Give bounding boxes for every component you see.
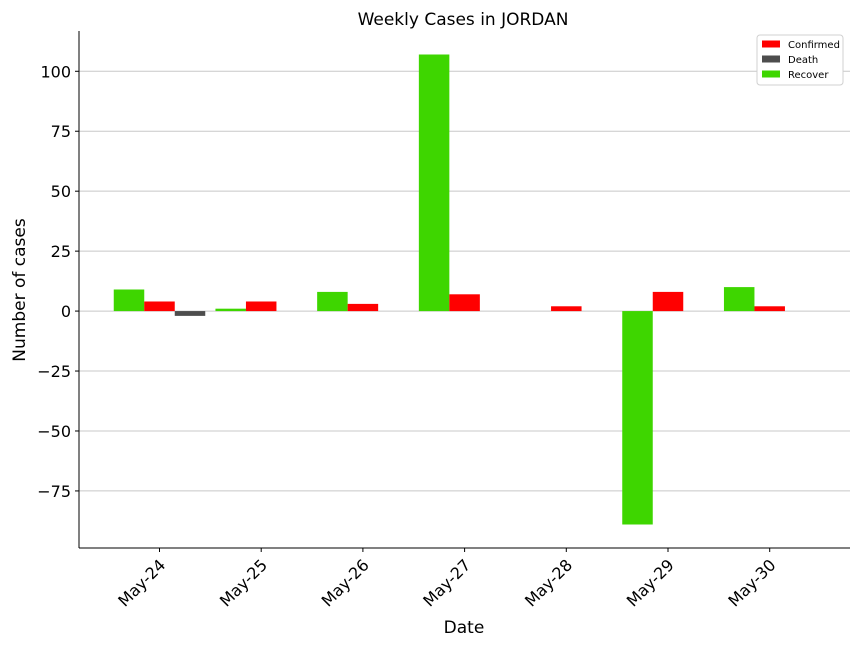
x-tick-label: May-24 bbox=[114, 555, 169, 610]
y-tick-labels: −75 −50 −25 0 25 50 75 100 bbox=[37, 62, 79, 501]
bar-recover bbox=[622, 311, 653, 525]
y-tick-label: 50 bbox=[51, 182, 71, 201]
chart-title: Weekly Cases in JORDAN bbox=[358, 10, 569, 30]
bar-confirmed bbox=[652, 291, 684, 312]
bar-death bbox=[174, 311, 206, 316]
y-tick-label: 0 bbox=[61, 302, 71, 321]
legend-label: Death bbox=[788, 55, 818, 66]
bar-recover bbox=[317, 291, 348, 312]
x-tick-label: May-27 bbox=[419, 555, 474, 610]
legend-label: Confirmed bbox=[788, 40, 840, 51]
bar-recover bbox=[215, 308, 246, 312]
y-axis-title: Number of cases bbox=[10, 218, 30, 362]
x-tick-label: May-25 bbox=[216, 555, 271, 610]
y-tick-label: 75 bbox=[51, 122, 71, 141]
bar-confirmed bbox=[449, 294, 480, 312]
legend-swatch bbox=[762, 55, 780, 63]
x-axis-title: Date bbox=[444, 618, 485, 638]
bars bbox=[113, 54, 785, 525]
x-tick-label: May-26 bbox=[318, 555, 373, 610]
bar-recover bbox=[113, 289, 145, 312]
bar-confirmed bbox=[551, 306, 582, 312]
bar-confirmed bbox=[347, 303, 379, 312]
legend: Confirmed Death Recover bbox=[756, 34, 844, 86]
x-tick-labels: May-24 May-25 May-26 May-27 May-28 May-29 May-… bbox=[114, 548, 780, 611]
bar-confirmed bbox=[245, 301, 277, 312]
y-tick-label: −25 bbox=[37, 362, 71, 381]
legend-swatch bbox=[762, 70, 780, 78]
x-tick-label: May-30 bbox=[724, 555, 779, 610]
bar-recover bbox=[418, 54, 450, 312]
x-tick-label: May-28 bbox=[521, 555, 576, 610]
bar-recover bbox=[723, 287, 755, 312]
y-tick-label: −50 bbox=[37, 422, 71, 441]
bar-confirmed bbox=[144, 301, 175, 312]
legend-swatch bbox=[762, 40, 780, 48]
gridlines bbox=[79, 70, 850, 492]
y-tick-label: 25 bbox=[51, 242, 71, 261]
bar-confirmed bbox=[754, 306, 785, 312]
legend-label: Recover bbox=[788, 70, 829, 81]
y-tick-label: −75 bbox=[37, 482, 71, 501]
y-tick-label: 100 bbox=[40, 62, 71, 81]
x-tick-label: May-29 bbox=[623, 555, 678, 610]
